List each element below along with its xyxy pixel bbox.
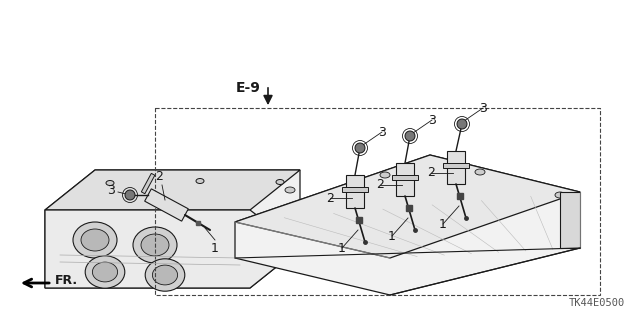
Polygon shape — [396, 163, 414, 196]
Ellipse shape — [106, 181, 114, 186]
Text: 3: 3 — [428, 114, 436, 127]
Text: 2: 2 — [326, 191, 334, 204]
Ellipse shape — [81, 229, 109, 251]
Text: 2: 2 — [376, 179, 384, 191]
Polygon shape — [235, 155, 580, 258]
Ellipse shape — [145, 259, 185, 291]
Polygon shape — [45, 170, 300, 288]
Ellipse shape — [276, 180, 284, 184]
Polygon shape — [346, 175, 364, 208]
Ellipse shape — [73, 222, 117, 258]
Polygon shape — [443, 162, 469, 167]
Ellipse shape — [380, 172, 390, 178]
Circle shape — [457, 119, 467, 129]
Polygon shape — [447, 151, 465, 184]
Polygon shape — [560, 192, 580, 248]
Text: 1: 1 — [439, 218, 447, 231]
Polygon shape — [45, 210, 300, 288]
Text: FR.: FR. — [55, 273, 78, 286]
Ellipse shape — [555, 192, 565, 198]
Polygon shape — [392, 174, 418, 180]
Ellipse shape — [285, 187, 295, 193]
Ellipse shape — [475, 169, 485, 175]
Text: 3: 3 — [479, 101, 487, 115]
Ellipse shape — [85, 256, 125, 288]
Text: 3: 3 — [378, 125, 386, 138]
Polygon shape — [141, 173, 155, 194]
Polygon shape — [342, 187, 368, 191]
Text: 1: 1 — [388, 229, 396, 242]
Ellipse shape — [152, 265, 178, 285]
Ellipse shape — [141, 234, 169, 256]
Polygon shape — [45, 170, 300, 210]
Circle shape — [125, 190, 135, 200]
Ellipse shape — [196, 179, 204, 183]
Bar — [155, 108, 600, 295]
Text: TK44E0500: TK44E0500 — [569, 298, 625, 308]
Text: 1: 1 — [338, 241, 346, 255]
Polygon shape — [145, 189, 188, 221]
Ellipse shape — [133, 227, 177, 263]
Ellipse shape — [92, 262, 118, 282]
Polygon shape — [235, 155, 580, 295]
Text: 2: 2 — [427, 167, 435, 180]
Text: 1: 1 — [211, 242, 219, 255]
Circle shape — [405, 131, 415, 141]
Text: 3: 3 — [107, 184, 115, 197]
Text: 2: 2 — [155, 170, 163, 183]
Circle shape — [355, 143, 365, 153]
Text: E-9: E-9 — [236, 81, 260, 95]
